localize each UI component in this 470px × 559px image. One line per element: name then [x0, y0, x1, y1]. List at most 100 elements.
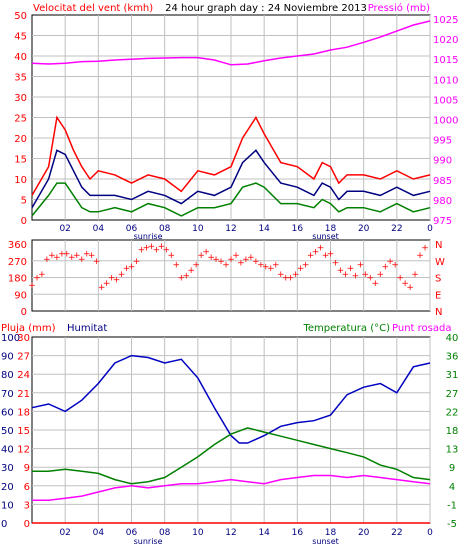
rain-tick-label: 24	[17, 370, 30, 381]
pressure-tick-label: 980	[433, 196, 452, 207]
wind-tick-label: 35	[14, 73, 27, 84]
hour-tick-label: 12	[225, 224, 236, 234]
direction-point: +	[292, 270, 300, 280]
direction-point: +	[98, 283, 106, 293]
humidity-tick-label: 100	[1, 333, 20, 344]
direction-degree-label: 270	[8, 257, 27, 268]
direction-point: +	[173, 260, 181, 270]
hour-tick-label: 22	[391, 224, 402, 234]
direction-point: +	[133, 257, 141, 267]
direction-point: +	[297, 264, 305, 274]
wind-tick-label: 5	[21, 196, 27, 207]
temperature-tick-label: 9	[449, 463, 455, 474]
direction-degree-label: 360	[8, 240, 27, 251]
hour-tick-label: 22	[391, 528, 402, 538]
temperature-tick-label: -1	[447, 500, 457, 511]
sunset-marker: sunset	[312, 232, 339, 241]
direction-point: +	[148, 242, 156, 252]
sunset-marker: sunset	[312, 537, 339, 546]
hour-tick-label: 10	[192, 224, 204, 234]
direction-point: +	[352, 272, 360, 282]
direction-point: +	[168, 251, 176, 261]
temperature-tick-label: 36	[446, 352, 459, 363]
pressure-tick-label: 1025	[433, 15, 458, 26]
direction-point: +	[257, 260, 265, 270]
direction-point: +	[391, 260, 399, 270]
temp-humidity-gridlines	[32, 337, 431, 523]
direction-point: +	[48, 251, 56, 261]
wind-pressure-series	[31, 20, 431, 217]
direction-point: +	[287, 274, 295, 284]
direction-point: +	[88, 251, 96, 261]
direction-point: +	[177, 274, 185, 284]
direction-point: +	[222, 260, 230, 270]
hour-tick-label: 06	[126, 224, 138, 234]
direction-point: +	[347, 264, 355, 274]
direction-point: +	[28, 281, 36, 291]
direction-point: +	[327, 249, 335, 259]
direction-point: +	[267, 264, 275, 274]
compass-point-label: W	[435, 257, 445, 268]
direction-point: +	[163, 246, 171, 256]
direction-point: +	[207, 253, 215, 263]
direction-point: +	[197, 251, 205, 261]
rain-tick-label: 0	[24, 519, 30, 530]
compass-point-label: N	[435, 307, 442, 318]
humidity-tick-label: 10	[1, 500, 14, 511]
direction-point: +	[38, 270, 46, 280]
direction-point: +	[43, 255, 51, 265]
humidity-tick-label: 0	[1, 519, 7, 530]
direction-point: +	[322, 251, 330, 261]
direction-point: +	[416, 251, 424, 261]
hour-tick-label: 16	[292, 528, 304, 538]
hour-tick-label: 08	[159, 224, 171, 234]
pressure-tick-label: 1015	[433, 55, 458, 66]
rain-tick-label: 12	[17, 445, 30, 456]
direction-point: +	[227, 255, 235, 265]
pressure-tick-label: 985	[433, 176, 452, 187]
hour-tick-label: 08	[159, 528, 171, 538]
wind-pressure-gridlines	[32, 15, 431, 220]
pressure-tick-label: 990	[433, 156, 452, 167]
wind-direction-panel: ++++++++++++++++++++++++++++++++++++++++…	[8, 239, 445, 318]
rain-tick-label: 27	[17, 352, 30, 363]
rain-tick-label: 21	[17, 389, 30, 400]
rain-tick-label: 6	[24, 482, 30, 493]
direction-point: +	[53, 253, 61, 263]
pressure-tick-label: 1020	[433, 35, 458, 46]
direction-point: +	[118, 270, 126, 280]
series-minimum	[31, 182, 431, 217]
direction-point: +	[376, 270, 384, 280]
compass-point-label: E	[435, 290, 441, 301]
direction-point: +	[108, 274, 116, 284]
hour-tick-label: 02	[59, 528, 70, 538]
humidity-tick-label: 80	[1, 370, 14, 381]
humidity-tick-label: 40	[1, 445, 14, 456]
direction-degree-label: 0	[21, 307, 27, 318]
rain-tick-label: 15	[17, 426, 30, 437]
direction-point: +	[312, 247, 320, 257]
direction-point: +	[317, 244, 325, 254]
wind-axis-label: Velocitat del vent (kmh)	[33, 3, 153, 14]
wind-tick-label: 40	[14, 52, 27, 63]
hour-tick-label: 10	[192, 528, 204, 538]
direction-point: +	[386, 257, 394, 267]
pressure-tick-label: 1005	[433, 95, 458, 106]
direction-point: +	[381, 262, 389, 272]
hour-tick-label: 20	[358, 224, 370, 234]
series-temperatura-c-	[32, 427, 431, 485]
hour-tick-label: 18	[325, 528, 337, 538]
direction-degree-label: 90	[14, 290, 27, 301]
direction-point: +	[337, 266, 345, 276]
direction-point: +	[357, 260, 365, 270]
wind-pressure-tick-labels: 0510152025303540455097598098599099510001…	[14, 11, 458, 241]
direction-point: +	[401, 279, 409, 289]
temp-humidity-series	[31, 354, 431, 524]
direction-point: +	[128, 262, 136, 272]
direction-point: +	[332, 259, 340, 269]
rain-tick-label: 18	[17, 407, 30, 418]
sunrise-marker: sunrise	[134, 537, 163, 546]
